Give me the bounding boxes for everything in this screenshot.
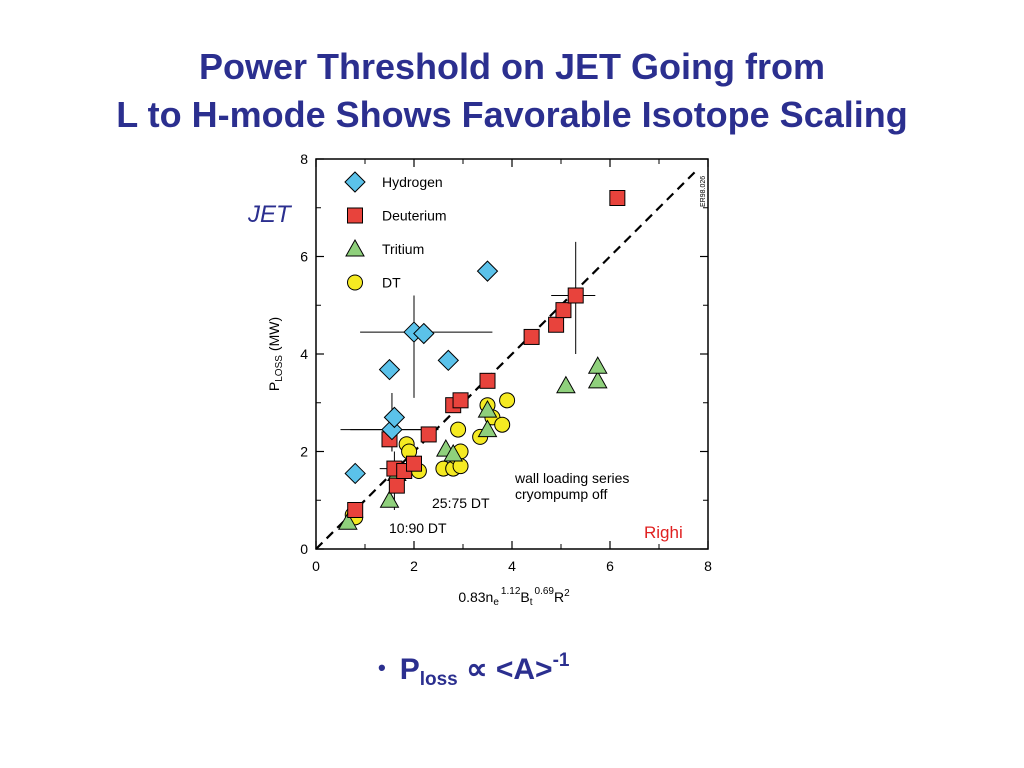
deuterium-point-11	[548, 316, 565, 333]
legend-marker-tritium	[345, 238, 365, 257]
data-points	[337, 190, 626, 530]
x-tick-label-0: 0	[312, 558, 320, 574]
annotation-10-90-dt: 10:90 DT	[389, 520, 447, 536]
x-axis-label: 0.83ne1.12Bt0.69R2	[458, 586, 570, 608]
tritium-point-0	[337, 512, 358, 530]
x-tick-label-3: 6	[606, 558, 614, 574]
proportional-symbol: ∝	[466, 653, 488, 686]
annotation-wall-loading: wall loading series	[514, 470, 629, 486]
x-tick-label-4: 8	[704, 558, 712, 574]
dt-point-8	[450, 421, 467, 438]
deuterium-point-3	[388, 477, 405, 494]
y-tick-label-1: 2	[300, 444, 308, 460]
legend-label-deuterium: Deuterium	[382, 208, 447, 224]
deuterium-point-13	[567, 287, 584, 304]
legend-marker-dt	[347, 274, 363, 291]
y-tick-label-3: 6	[300, 249, 308, 265]
annotation-jet: JET	[247, 201, 293, 228]
hydrogen-point-3	[378, 358, 401, 381]
tritium-point-5	[477, 400, 498, 418]
x-tick-label-2: 4	[508, 558, 516, 574]
hydrogen-point-7	[476, 260, 499, 282]
tritium-point-4	[443, 443, 464, 462]
y-axis-label: PLOSS(MW)	[266, 317, 285, 391]
legend-label-tritium: Tritium	[382, 241, 424, 257]
hydrogen-point-0	[344, 462, 366, 485]
hydrogen-point-5	[413, 322, 435, 345]
tritium-point-8	[587, 370, 608, 389]
annotation-figure-id: ER98.026	[700, 176, 707, 207]
deuterium-point-14	[609, 190, 626, 206]
bullet-dot: •	[378, 655, 386, 680]
y-tick-label-0: 0	[300, 541, 308, 557]
slide-title-line1: Power Threshold on JET Going from	[198, 46, 826, 87]
deuterium-point-6	[420, 426, 437, 443]
bullet-exponent: -1	[552, 650, 570, 671]
bullet-point: • Ploss ∝ <A>-1	[378, 650, 570, 691]
bullet-mass: <A>	[495, 653, 553, 686]
deuterium-point-10	[523, 328, 540, 345]
legend-marker-deuterium	[347, 207, 363, 224]
legend-marker-hydrogen	[344, 171, 366, 193]
legend-label-dt: DT	[382, 275, 401, 291]
y-tick-label-4: 8	[300, 151, 308, 167]
legend: Hydrogen Deuterium Tritium DT	[344, 171, 447, 291]
reference-line	[315, 167, 699, 550]
deuterium-point-5	[406, 455, 422, 472]
axes: 0 2 4 6 8 0 2 4 6 8	[300, 151, 712, 574]
hydrogen-point-6	[437, 349, 460, 372]
tritium-point-9	[587, 356, 608, 374]
deuterium-point-0	[347, 502, 364, 518]
hydrogen-point-2	[383, 406, 406, 429]
bullet-p: P	[399, 653, 420, 686]
dt-point-15	[499, 392, 516, 409]
deuterium-point-12	[555, 302, 572, 319]
annotation-cryopump: cryompump off	[515, 486, 607, 502]
dt-point-14	[494, 416, 511, 433]
annotation-25-75-dt: 25:75 DT	[432, 495, 490, 511]
tritium-point-1	[379, 490, 400, 508]
x-tick-label-1: 2	[410, 558, 418, 574]
deuterium-point-9	[479, 372, 496, 389]
tritium-point-7	[556, 375, 576, 394]
annotation-righi: Righi	[644, 523, 683, 542]
deuterium-point-8	[452, 392, 469, 409]
slide-title-line2: L to H-mode Shows Favorable Isotope Scal…	[116, 94, 908, 135]
legend-label-hydrogen: Hydrogen	[382, 174, 443, 190]
bullet-subscript: loss	[419, 669, 458, 690]
tritium-point-6	[477, 419, 498, 438]
y-tick-label-2: 4	[300, 346, 308, 362]
